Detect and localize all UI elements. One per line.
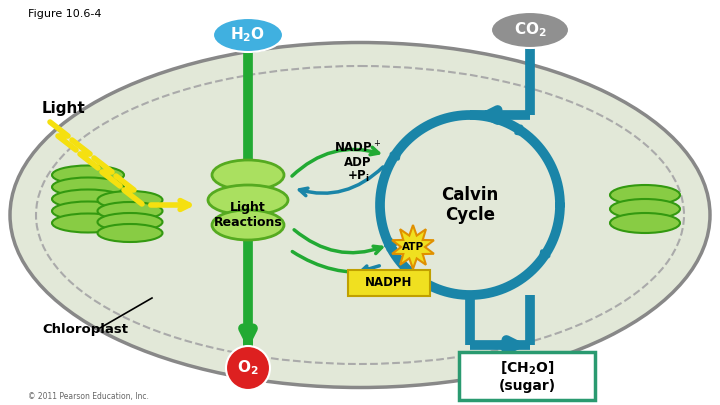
Text: ATP: ATP: [402, 242, 424, 252]
Text: Light: Light: [42, 100, 86, 115]
Ellipse shape: [213, 18, 283, 52]
Text: $\mathbf{O_2}$: $\mathbf{O_2}$: [237, 359, 258, 377]
Text: Figure 10.6-4: Figure 10.6-4: [28, 9, 102, 19]
FancyBboxPatch shape: [348, 270, 430, 296]
Ellipse shape: [97, 224, 163, 242]
Ellipse shape: [97, 191, 163, 209]
Ellipse shape: [212, 160, 284, 190]
Ellipse shape: [52, 166, 124, 185]
FancyBboxPatch shape: [459, 352, 595, 400]
Text: $\mathbf{H_2O}$: $\mathbf{H_2O}$: [230, 26, 266, 45]
Text: +$\mathbf{P_i}$: +$\mathbf{P_i}$: [346, 168, 369, 183]
Ellipse shape: [610, 199, 680, 219]
Ellipse shape: [97, 202, 163, 220]
Ellipse shape: [52, 190, 124, 209]
Ellipse shape: [97, 213, 163, 231]
Text: NADPH: NADPH: [365, 277, 413, 290]
Ellipse shape: [491, 12, 569, 48]
Ellipse shape: [610, 185, 680, 205]
Text: ADP: ADP: [344, 156, 372, 168]
Ellipse shape: [212, 210, 284, 240]
Polygon shape: [392, 225, 434, 269]
Ellipse shape: [208, 185, 288, 215]
Text: NADP$^+$: NADP$^+$: [335, 141, 382, 156]
Ellipse shape: [610, 213, 680, 233]
Ellipse shape: [52, 177, 124, 196]
Text: $\mathbf{CO_2}$: $\mathbf{CO_2}$: [513, 21, 546, 39]
Ellipse shape: [52, 213, 124, 232]
Text: $\mathbf{[CH_2O]}$
(sugar): $\mathbf{[CH_2O]}$ (sugar): [498, 359, 556, 393]
Circle shape: [226, 346, 270, 390]
Text: Light
Reactions: Light Reactions: [214, 200, 282, 230]
Text: © 2011 Pearson Education, Inc.: © 2011 Pearson Education, Inc.: [28, 392, 149, 401]
Text: Chloroplast: Chloroplast: [42, 324, 128, 337]
Ellipse shape: [52, 202, 124, 220]
Ellipse shape: [10, 43, 710, 388]
Text: Calvin
Cycle: Calvin Cycle: [441, 185, 499, 224]
